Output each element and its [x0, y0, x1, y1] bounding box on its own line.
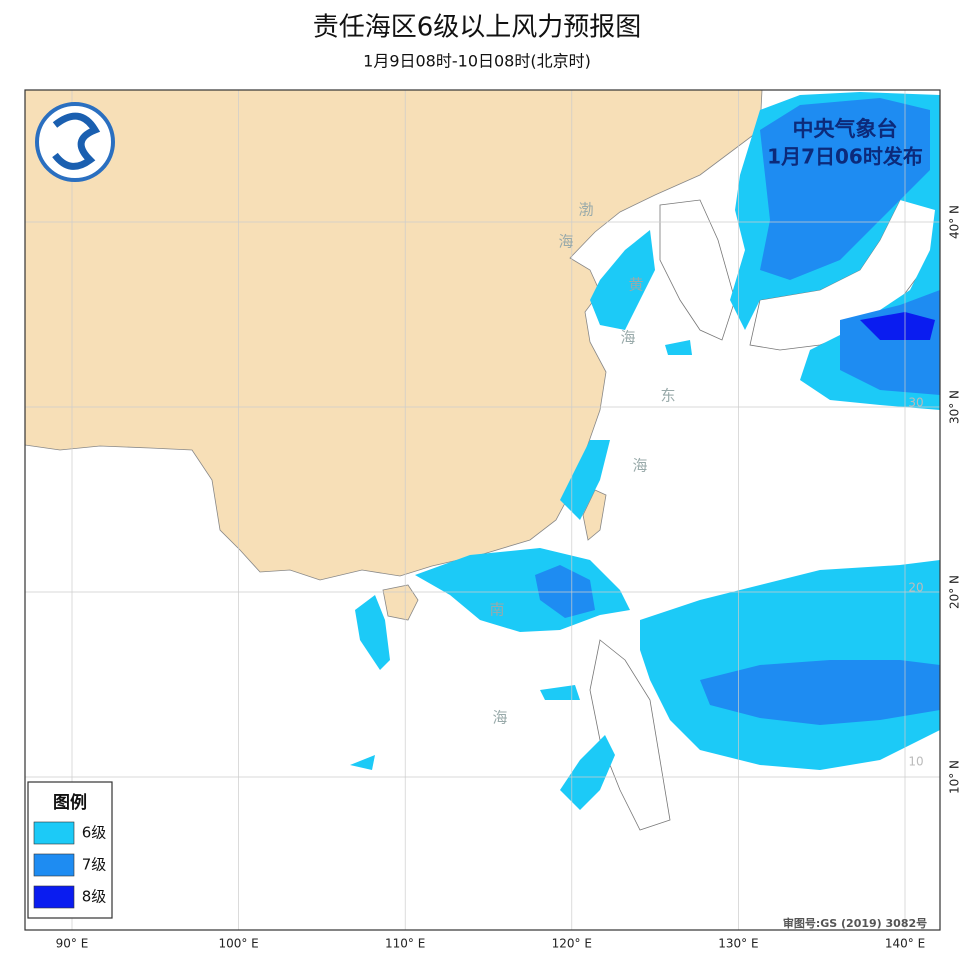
wind-areas — [350, 92, 940, 810]
legend-label: 7级 — [82, 856, 107, 874]
sea-label: 渤 — [578, 201, 593, 219]
wind-area — [350, 755, 375, 770]
lon-tick-label: 90° E — [56, 937, 89, 951]
lat-tick-label: 40° N — [948, 205, 962, 239]
legend-label: 8级 — [82, 888, 107, 906]
sea-label: 海 — [492, 709, 507, 727]
logo-mark — [52, 112, 101, 170]
approval-number: 审图号:GS (2019) 3082号 — [783, 916, 927, 930]
hainan — [382, 584, 419, 621]
sea-label: 东 — [660, 387, 675, 405]
wind-area — [860, 312, 935, 340]
lon-tick-label: 110° E — [385, 937, 425, 951]
wind-area — [700, 660, 940, 725]
legend: 图例 6级 7级 8级 — [27, 781, 113, 919]
wind-area — [355, 595, 390, 670]
legend-title: 图例 — [53, 792, 87, 813]
grid-value-label: 30 — [908, 396, 923, 410]
title: 责任海区6级以上风力预报图 — [313, 13, 642, 43]
legend-swatch — [33, 885, 75, 909]
lon-tick-label: 120° E — [552, 937, 592, 951]
lat-tick-label: 20° N — [948, 575, 962, 609]
sea-label: 黄 — [628, 276, 643, 294]
sea-label: 海 — [620, 329, 635, 347]
wind-area — [665, 340, 692, 355]
lat-tick-label: 30° N — [948, 390, 962, 424]
wind-area — [535, 565, 595, 618]
lon-tick-label: 100° E — [218, 937, 258, 951]
wind-area — [560, 735, 615, 810]
lon-tick-label: 130° E — [718, 937, 758, 951]
publisher: 中央气象台 — [793, 117, 898, 141]
wind-area — [560, 440, 610, 520]
issue-time: 1月7日06时发布 — [767, 145, 923, 169]
wind-area — [760, 98, 930, 280]
subtitle: 1月9日08时-10日08时(北京时) — [363, 52, 591, 71]
graticule — [25, 90, 940, 930]
legend-swatch — [33, 821, 75, 845]
wind-area — [590, 230, 655, 330]
legend-swatch — [33, 853, 75, 877]
legend-label: 6级 — [82, 824, 107, 842]
grid-value-label: 20 — [908, 581, 923, 595]
sea-label: 南 — [489, 601, 504, 619]
sea-label: 海 — [632, 457, 647, 475]
map-frame — [24, 89, 941, 931]
grid-value-label: 10 — [908, 755, 923, 769]
sea-label: 海 — [558, 233, 573, 251]
lat-tick-label: 10° N — [948, 760, 962, 794]
wind-area — [540, 685, 580, 700]
taiwan — [582, 489, 607, 541]
lon-tick-label: 140° E — [885, 937, 925, 951]
korea — [659, 199, 736, 341]
philippines — [589, 639, 671, 831]
